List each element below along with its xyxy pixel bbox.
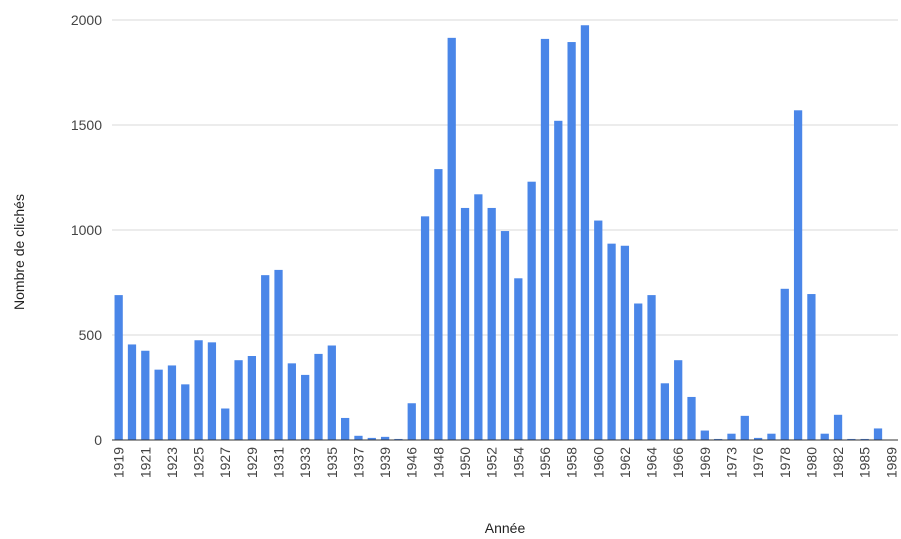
x-tick-label: 1921 [137, 447, 153, 478]
x-tick-label: 1946 [404, 447, 420, 478]
bar-1959 [580, 25, 590, 440]
x-tick-label: 1962 [617, 447, 633, 478]
x-tick-label: 1931 [271, 447, 287, 478]
bar-1985 [860, 438, 869, 440]
bar-1954 [514, 278, 523, 440]
bar-1979 [793, 110, 803, 441]
bar-1970 [714, 438, 723, 440]
x-tick-label: 1960 [590, 447, 606, 478]
x-tick-label: 1952 [484, 447, 500, 478]
bar-1969 [700, 430, 709, 440]
bar-1949 [447, 37, 456, 440]
bar-1981 [820, 433, 829, 440]
y-axis-ticks: 0 500 1000 1500 2000 [71, 12, 102, 448]
x-tick-label: 1935 [324, 447, 340, 478]
bar-1960 [594, 220, 603, 440]
bar-1934 [314, 353, 323, 440]
x-tick-label: 1954 [510, 447, 526, 478]
bar-1948 [434, 169, 443, 440]
bar-1956 [540, 38, 550, 441]
y-tick-label: 1500 [71, 117, 102, 133]
bar-1964 [647, 295, 656, 440]
bar-1958 [567, 42, 576, 441]
x-tick-label: 1933 [297, 447, 313, 478]
bar-1923 [167, 365, 177, 440]
bars [114, 25, 883, 441]
bar-1939 [380, 436, 390, 440]
bar-1978 [780, 288, 789, 440]
x-tick-label: 1989 [883, 447, 899, 478]
x-tick-label: 1927 [217, 447, 233, 478]
bar-1974 [740, 415, 749, 440]
bar-1940 [394, 438, 403, 440]
bar-1920 [127, 344, 137, 440]
x-axis-ticks: 1919 1921 1923 1925 1927 1929 1931 1933 1935 1937… [111, 447, 900, 478]
x-tick-label: 1973 [723, 447, 739, 478]
x-tick-label: 1985 [857, 447, 873, 478]
bar-1937 [354, 435, 363, 440]
y-axis-title: Nombre de clichés [11, 194, 27, 310]
x-tick-label: 1980 [803, 447, 819, 478]
bar-1928 [234, 360, 243, 440]
bar-1927 [221, 408, 230, 440]
x-tick-label: 1919 [111, 447, 127, 478]
bar-1962 [620, 245, 630, 440]
bar-1926 [207, 342, 217, 440]
bar-1930 [261, 275, 270, 440]
x-tick-label: 1939 [377, 447, 393, 478]
bar-1967 [687, 396, 696, 440]
bar-1953 [500, 231, 510, 440]
bar-1947 [420, 216, 430, 440]
bar-1986 [873, 428, 883, 440]
bar-1932 [287, 363, 296, 440]
bar-1977 [767, 433, 776, 440]
bar-1955 [527, 181, 536, 440]
x-tick-label: 1948 [430, 447, 446, 478]
y-tick-label: 0 [94, 432, 102, 448]
bar-1957 [554, 120, 563, 441]
x-tick-label: 1950 [457, 447, 473, 478]
x-tick-label: 1966 [670, 447, 686, 478]
bar-1951 [474, 194, 483, 440]
x-tick-label: 1923 [164, 447, 180, 478]
bar-1938 [367, 437, 376, 440]
bar-1931 [274, 269, 283, 440]
bar-1952 [487, 207, 496, 440]
x-tick-label: 1969 [697, 447, 713, 478]
y-tick-label: 500 [79, 327, 103, 343]
bar-1983 [847, 438, 856, 440]
bar-1929 [247, 356, 257, 440]
x-tick-label: 1976 [750, 447, 766, 478]
x-tick-label: 1964 [644, 447, 660, 478]
bar-1922 [154, 369, 163, 440]
bar-1921 [141, 350, 150, 440]
bar-1925 [194, 340, 203, 440]
bar-1965 [660, 383, 669, 440]
x-tick-label: 1925 [191, 447, 207, 478]
bar-1982 [833, 414, 843, 440]
bar-1935 [327, 345, 336, 440]
x-axis-title: Année [485, 520, 526, 536]
y-tick-label: 1000 [71, 222, 102, 238]
x-tick-label: 1937 [350, 447, 366, 478]
bar-1946 [407, 403, 416, 440]
x-tick-label: 1929 [244, 447, 260, 478]
bar-1976 [753, 437, 763, 440]
bar-1924 [181, 384, 190, 440]
bar-1950 [460, 207, 470, 440]
bar-1961 [607, 243, 616, 440]
bar-1966 [674, 360, 683, 440]
bar-1933 [301, 374, 310, 440]
bar-1980 [807, 294, 816, 440]
bar-1919 [114, 295, 123, 440]
bar-1963 [634, 303, 643, 440]
x-tick-label: 1978 [777, 447, 793, 478]
y-tick-label: 2000 [71, 12, 102, 28]
x-tick-label: 1958 [564, 447, 580, 478]
x-tick-label: 1956 [537, 447, 553, 478]
x-tick-label: 1982 [830, 447, 846, 478]
bar-1936 [341, 417, 350, 440]
bar-1973 [727, 433, 736, 440]
